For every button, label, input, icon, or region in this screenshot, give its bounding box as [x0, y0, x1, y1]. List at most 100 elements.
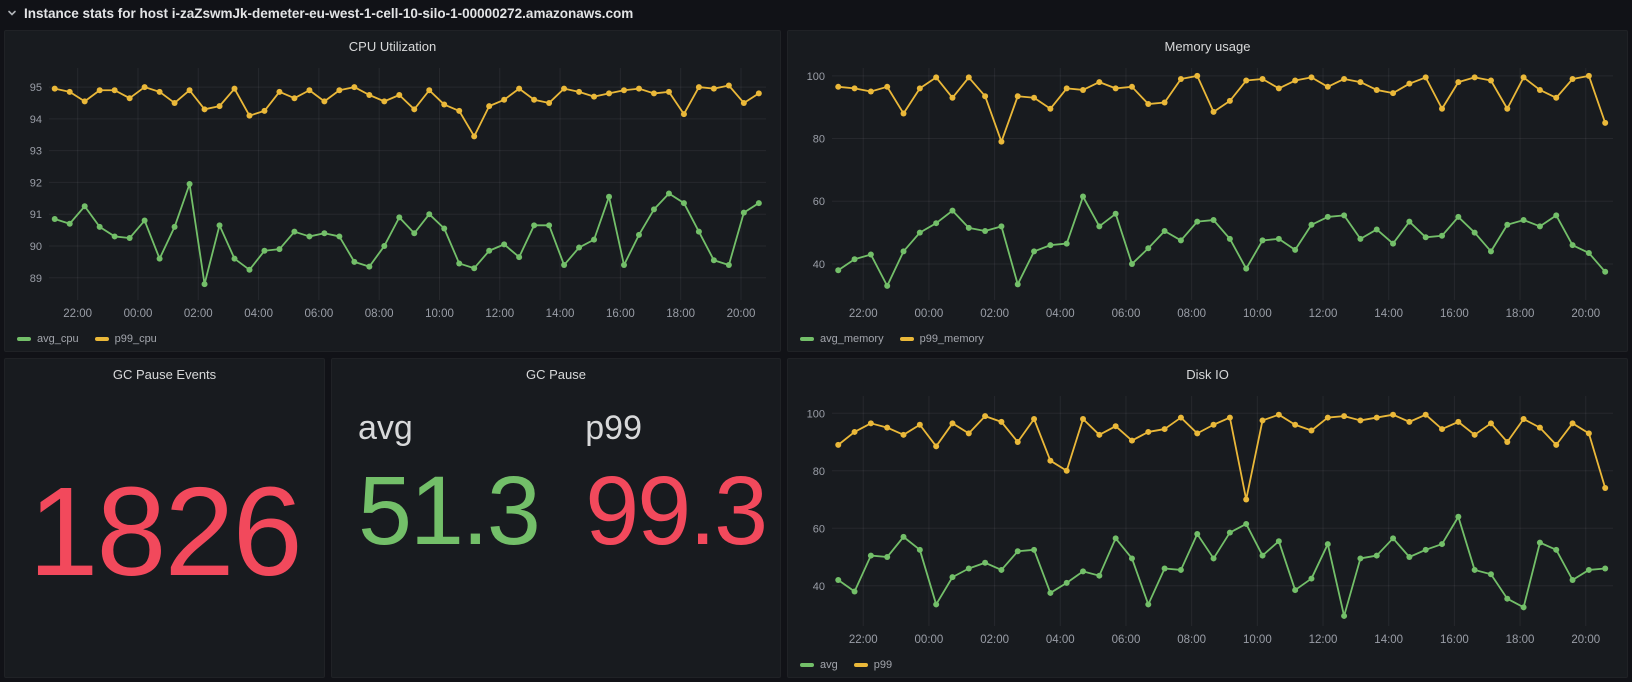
panel-cpu-utilization: CPU Utilization 89 90 91 92 93 94 95 22:00 00:00… — [4, 30, 781, 352]
svg-text:22:00: 22:00 — [63, 308, 92, 320]
legend-label-avg_memory: avg_memory — [820, 333, 884, 345]
svg-text:89: 89 — [30, 273, 42, 285]
panel-gc-pause-events: GC Pause Events 1826 — [4, 358, 325, 678]
svg-text:08:00: 08:00 — [365, 308, 394, 320]
gc-pause-p99-col: p99 99.3 — [585, 409, 768, 566]
svg-text:18:00: 18:00 — [666, 308, 695, 320]
svg-text:06:00: 06:00 — [1112, 634, 1141, 646]
panel-memory-usage: Memory usage 40 60 80 100 22:00 00:00 02:00 04:… — [787, 30, 1628, 352]
legend-label-avg: avg — [820, 659, 838, 671]
svg-text:22:00: 22:00 — [849, 634, 878, 646]
legend-item-avg_cpu[interactable]: avg_cpu — [17, 333, 79, 345]
svg-text:60: 60 — [813, 196, 825, 208]
gc-pause-avg-value: 51.3 — [358, 456, 541, 566]
legend-swatch-avg_cpu — [17, 337, 31, 341]
svg-text:16:00: 16:00 — [1440, 308, 1469, 320]
legend-item-p99_cpu[interactable]: p99_cpu — [94, 333, 157, 345]
svg-text:94: 94 — [30, 114, 42, 126]
svg-text:40: 40 — [813, 259, 825, 271]
svg-text:16:00: 16:00 — [606, 308, 635, 320]
svg-text:100: 100 — [807, 408, 825, 420]
svg-text:06:00: 06:00 — [1112, 308, 1141, 320]
gc-pause-p99-value: 99.3 — [585, 456, 768, 566]
svg-text:20:00: 20:00 — [1571, 308, 1600, 320]
svg-text:12:00: 12:00 — [1309, 308, 1338, 320]
gc-pause-body: avg 51.3 p99 99.3 — [358, 409, 770, 559]
cpu-chart[interactable]: 89 90 91 92 93 94 95 22:00 00:00 02:00 04:00 06:00 0… — [9, 60, 776, 324]
svg-text:14:00: 14:00 — [1374, 634, 1403, 646]
gc-pause-avg-label: avg — [358, 409, 413, 447]
svg-text:10:00: 10:00 — [1243, 634, 1272, 646]
legend-swatch-p99_memory — [899, 337, 914, 341]
svg-text:06:00: 06:00 — [304, 308, 333, 320]
svg-text:60: 60 — [813, 523, 825, 535]
legend-item-avg_memory[interactable]: avg_memory — [800, 333, 884, 345]
svg-text:40: 40 — [813, 581, 825, 593]
legend-swatch-p99_cpu — [94, 337, 109, 341]
gc-pause-avg-col: avg 51.3 — [358, 409, 541, 566]
disk-legend: avg p99 — [800, 659, 892, 671]
legend-label-p99: p99 — [873, 659, 893, 671]
svg-text:10:00: 10:00 — [1243, 308, 1272, 320]
chevron-down-icon — [7, 8, 17, 18]
legend-item-p99[interactable]: p99 — [853, 659, 893, 671]
svg-text:80: 80 — [813, 466, 825, 478]
panel-title-gc-pause-events[interactable]: GC Pause Events — [112, 367, 217, 382]
panel-disk-io: Disk IO 40 60 80 100 22:00 00:00 02:00 04:00 06:… — [787, 358, 1628, 678]
legend-swatch-p99 — [853, 663, 868, 667]
svg-text:16:00: 16:00 — [1440, 634, 1469, 646]
svg-text:10:00: 10:00 — [425, 308, 454, 320]
svg-text:14:00: 14:00 — [1374, 308, 1403, 320]
svg-text:08:00: 08:00 — [1177, 308, 1206, 320]
svg-text:100: 100 — [807, 71, 825, 83]
svg-text:00:00: 00:00 — [124, 308, 153, 320]
legend-label-p99_cpu: p99_cpu — [114, 333, 157, 345]
panel-title-disk-io[interactable]: Disk IO — [1186, 367, 1229, 382]
disk-chart[interactable]: 40 60 80 100 22:00 00:00 02:00 04:00 06:00 08:00 1… — [792, 388, 1623, 650]
svg-text:95: 95 — [30, 82, 42, 94]
panel-gc-pause: GC Pause avg 51.3 p99 99.3 — [331, 358, 781, 678]
svg-text:04:00: 04:00 — [244, 308, 273, 320]
svg-text:04:00: 04:00 — [1046, 308, 1075, 320]
svg-text:93: 93 — [30, 146, 42, 158]
memory-legend: avg_memory p99_memory — [800, 333, 984, 345]
svg-text:90: 90 — [30, 241, 42, 253]
gc-pause-events-body: 1826 — [5, 387, 324, 677]
svg-text:20:00: 20:00 — [1571, 634, 1600, 646]
memory-chart-area[interactable]: 40 60 80 100 22:00 00:00 02:00 04:00 06:00 08:00 1… — [792, 60, 1623, 324]
cpu-chart-area[interactable]: 89 90 91 92 93 94 95 22:00 00:00 02:00 04:00 06:00 0… — [9, 60, 776, 324]
svg-text:18:00: 18:00 — [1506, 308, 1535, 320]
svg-text:12:00: 12:00 — [1309, 634, 1338, 646]
legend-swatch-avg — [800, 663, 814, 667]
panel-title-memory-usage[interactable]: Memory usage — [1164, 39, 1251, 54]
svg-text:04:00: 04:00 — [1046, 634, 1075, 646]
legend-swatch-avg_memory — [800, 337, 814, 341]
svg-text:22:00: 22:00 — [849, 308, 878, 320]
svg-text:00:00: 00:00 — [915, 308, 944, 320]
svg-text:14:00: 14:00 — [546, 308, 575, 320]
svg-text:18:00: 18:00 — [1506, 634, 1535, 646]
svg-text:80: 80 — [813, 134, 825, 146]
cpu-legend: avg_cpu p99_cpu — [17, 333, 157, 345]
panel-title-cpu-utilization[interactable]: CPU Utilization — [348, 39, 437, 54]
svg-text:92: 92 — [30, 177, 42, 189]
row-header[interactable]: Instance stats for host i-zaZswmJk-demet… — [0, 0, 633, 26]
svg-text:08:00: 08:00 — [1177, 634, 1206, 646]
svg-text:02:00: 02:00 — [184, 308, 213, 320]
disk-chart-area[interactable]: 40 60 80 100 22:00 00:00 02:00 04:00 06:00 08:00 1… — [792, 388, 1623, 650]
svg-text:00:00: 00:00 — [915, 634, 944, 646]
svg-text:02:00: 02:00 — [980, 308, 1009, 320]
memory-chart[interactable]: 40 60 80 100 22:00 00:00 02:00 04:00 06:00 08:00 1… — [792, 60, 1623, 324]
panel-title-gc-pause[interactable]: GC Pause — [526, 367, 586, 382]
row-title: Instance stats for host i-zaZswmJk-demet… — [24, 5, 634, 21]
svg-text:20:00: 20:00 — [727, 308, 756, 320]
gc-pause-p99-label: p99 — [585, 409, 642, 447]
legend-item-p99_memory[interactable]: p99_memory — [899, 333, 984, 345]
svg-text:02:00: 02:00 — [980, 634, 1009, 646]
legend-label-avg_cpu: avg_cpu — [37, 333, 79, 345]
svg-text:12:00: 12:00 — [485, 308, 514, 320]
svg-text:91: 91 — [30, 209, 42, 221]
gc-pause-events-value: 1826 — [28, 461, 302, 602]
legend-label-p99_memory: p99_memory — [919, 333, 984, 345]
legend-item-avg[interactable]: avg — [800, 659, 838, 671]
